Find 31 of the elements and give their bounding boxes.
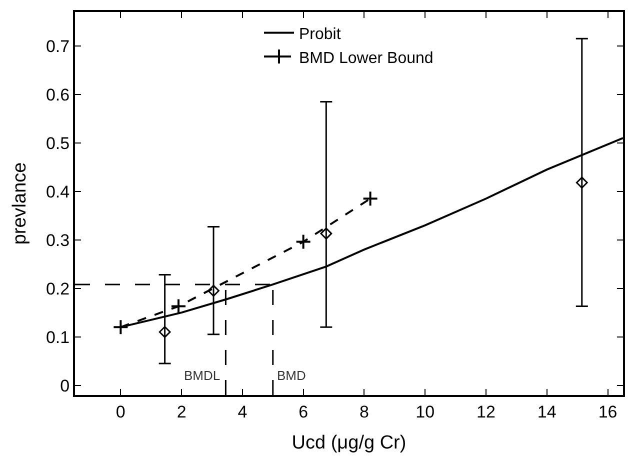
point [170, 298, 187, 314]
legend-label: BMD Lower Bound [299, 50, 434, 67]
point [576, 176, 588, 189]
x-tick-label: 14 [537, 402, 556, 422]
y-tick-label: 0 [60, 376, 70, 396]
x-tick-label: 10 [416, 402, 435, 422]
y-tick-label: 0.4 [46, 182, 70, 202]
x-tick-label: 6 [298, 402, 308, 422]
x-tick-label: 12 [476, 402, 496, 422]
x-tick-label: 8 [359, 402, 369, 422]
y-tick-label: 0.6 [46, 85, 70, 104]
x-tick-label: 4 [238, 402, 248, 422]
point [112, 319, 129, 336]
point [158, 326, 171, 338]
ref-line-label: BMDL [184, 368, 220, 383]
y-tick-label: 0.1 [46, 328, 70, 347]
x-tick-label: 16 [598, 402, 618, 422]
x-tick-label: 0 [116, 402, 126, 422]
x-axis-title: Ucd (μg/g Cr) [292, 432, 406, 454]
point [362, 190, 378, 207]
y-tick-label: 0.3 [46, 230, 70, 250]
point [295, 234, 312, 250]
legend-label: Probit [299, 26, 342, 43]
y-tick-label: 0.5 [46, 134, 70, 153]
point [320, 228, 332, 240]
ref-line-label: BMD [277, 368, 306, 383]
x-tick-label: 2 [176, 402, 186, 422]
y-tick-label: 0.2 [46, 279, 70, 298]
y-axis-title: prevlance [9, 162, 30, 245]
point [208, 284, 220, 297]
y-tick-label: 0.7 [46, 36, 70, 56]
